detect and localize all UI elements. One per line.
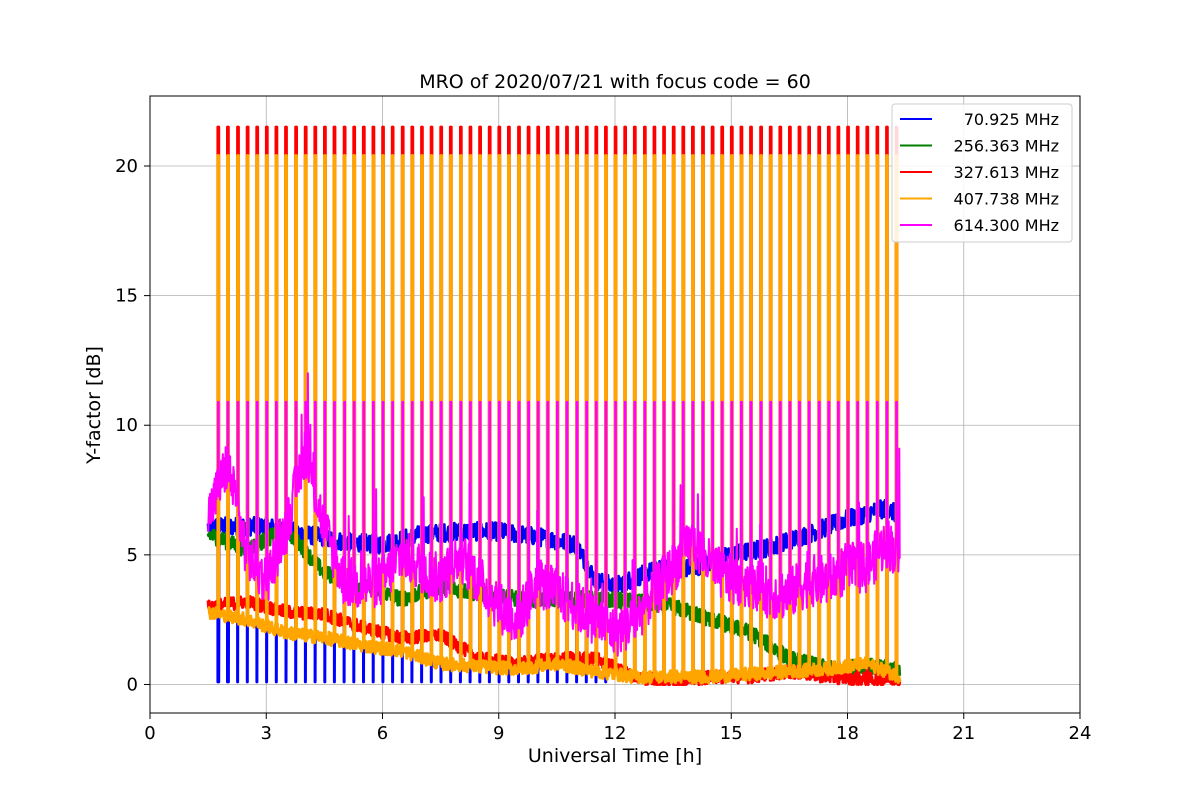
legend-box: [891, 103, 1073, 243]
y-tick-label: 0: [127, 674, 138, 695]
y-tick-label: 10: [115, 415, 138, 436]
x-tick-label: 0: [144, 723, 155, 744]
x-axis: 0 3 6 9 12 15 18 21 24: [144, 713, 1091, 744]
y-tick-label: 20: [115, 156, 138, 177]
series-group: [206, 125, 902, 686]
x-tick-label: 6: [377, 723, 388, 744]
y-axis-title: Y-factor [dB]: [83, 346, 105, 465]
legend-label: 70.925 MHz: [964, 110, 1059, 129]
y-tick-label: 5: [127, 545, 138, 566]
x-tick-label: 18: [836, 723, 859, 744]
y-axis: 0 5 10 15 20: [115, 156, 150, 695]
x-tick-label: 24: [1069, 723, 1092, 744]
x-tick-label: 15: [720, 723, 743, 744]
series-line-3: [206, 154, 902, 685]
legend-label: 614.300 MHz: [954, 216, 1059, 235]
x-tick-label: 21: [952, 723, 975, 744]
chart-title: MRO of 2020/07/21 with focus code = 60: [419, 71, 811, 93]
x-tick-label: 12: [604, 723, 627, 744]
x-axis-title: Universal Time [h]: [528, 745, 702, 767]
y-tick-label: 15: [115, 286, 138, 307]
x-tick-label: 3: [261, 723, 272, 744]
legend: 70.925 MHz 256.363 MHz 327.613 MHz 407.738 …: [891, 103, 1073, 243]
x-tick-label: 9: [493, 723, 504, 744]
legend-label: 327.613 MHz: [954, 163, 1059, 182]
legend-label: 407.738 MHz: [954, 190, 1059, 209]
legend-label: 256.363 MHz: [954, 137, 1059, 156]
series-line-4: [207, 372, 901, 657]
